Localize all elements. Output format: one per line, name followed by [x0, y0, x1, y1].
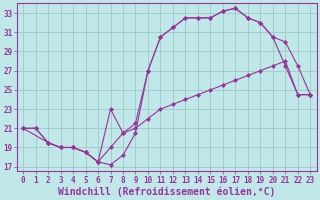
X-axis label: Windchill (Refroidissement éolien,°C): Windchill (Refroidissement éolien,°C) — [58, 186, 276, 197]
